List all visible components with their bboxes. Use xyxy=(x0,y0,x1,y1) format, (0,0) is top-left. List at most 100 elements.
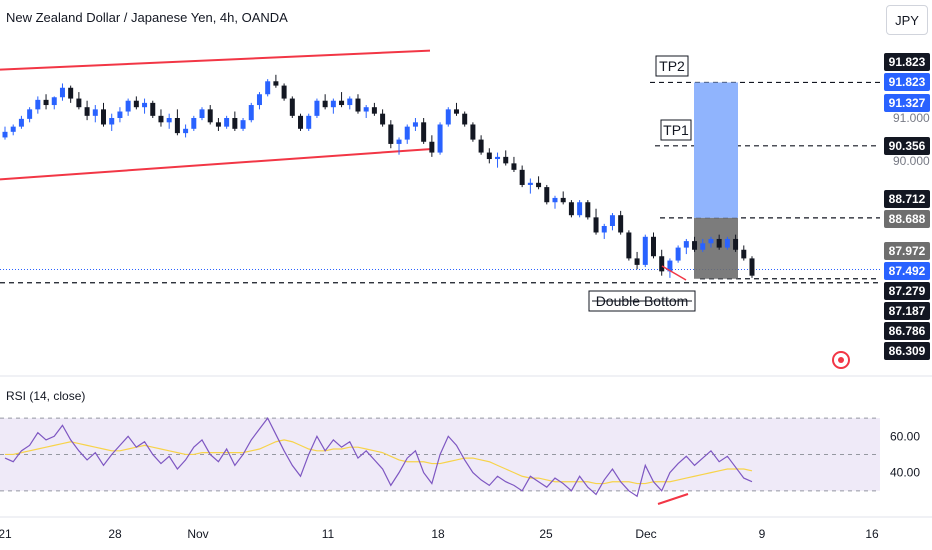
candle-body xyxy=(445,109,451,125)
candle-body xyxy=(298,115,304,129)
price-label: 87.492 xyxy=(889,264,926,278)
target-zone xyxy=(694,82,738,218)
time-tick: Dec xyxy=(635,527,656,541)
candle-body xyxy=(404,126,410,140)
price-label: 87.279 xyxy=(889,284,926,298)
candle-body xyxy=(749,258,755,276)
tp1-label: TP1 xyxy=(663,122,689,138)
rsi-tick: 40.00 xyxy=(890,466,920,480)
candle-body xyxy=(486,152,492,160)
price-label: 88.712 xyxy=(889,192,926,206)
candle-body xyxy=(577,202,583,216)
candle-body xyxy=(503,156,509,164)
price-label: 87.972 xyxy=(889,244,926,258)
price-label: 86.309 xyxy=(889,344,926,358)
candle-body xyxy=(191,118,197,129)
price-label-box xyxy=(884,342,930,360)
candle-body xyxy=(667,260,673,272)
candle-body xyxy=(708,238,714,244)
price-tick: 91.000 xyxy=(893,111,930,125)
candle-body xyxy=(339,100,345,106)
candle-body xyxy=(117,111,123,118)
candle-body xyxy=(18,118,24,127)
candle-body xyxy=(470,124,476,140)
candle-body xyxy=(536,182,542,188)
candle-body xyxy=(59,87,65,98)
price-label-box xyxy=(884,262,930,280)
time-tick: 9 xyxy=(759,527,766,541)
candle-body xyxy=(314,100,320,116)
candle-body xyxy=(733,238,739,250)
rsi-line xyxy=(4,416,753,498)
candle-body xyxy=(634,258,640,265)
candle-body xyxy=(380,113,386,125)
candle-body xyxy=(371,107,377,114)
candle-body xyxy=(281,85,287,99)
candle-body xyxy=(76,98,82,108)
candle-body xyxy=(256,94,262,106)
candle-body xyxy=(388,124,394,144)
price-label: 87.187 xyxy=(889,304,926,318)
channel-lower-line xyxy=(0,148,431,181)
candle-body xyxy=(232,118,238,129)
candle-body xyxy=(692,241,698,250)
price-label: 86.786 xyxy=(889,324,926,338)
candle-body xyxy=(347,98,353,106)
candle-body xyxy=(2,131,8,138)
candle-body xyxy=(133,100,139,108)
candle-body xyxy=(43,99,49,106)
price-label-box xyxy=(884,190,930,208)
currency-button[interactable]: JPY xyxy=(886,5,928,35)
time-tick: 18 xyxy=(431,527,445,541)
candle-body xyxy=(166,118,172,123)
candle-body xyxy=(724,238,730,248)
candle-body xyxy=(215,122,221,127)
price-label-box xyxy=(884,94,930,112)
candle-body xyxy=(92,109,98,116)
candle-body xyxy=(642,236,648,265)
price-label-box xyxy=(884,302,930,320)
candle-body xyxy=(511,163,517,170)
candle-body xyxy=(363,107,369,112)
price-label-box xyxy=(884,282,930,300)
candle-body xyxy=(207,109,213,123)
candle-body xyxy=(306,115,312,129)
price-label-box xyxy=(884,322,930,340)
candle-body xyxy=(609,215,615,226)
candle-body xyxy=(741,249,747,259)
rsi-title: RSI (14, close) xyxy=(6,389,86,403)
candle-body xyxy=(125,100,131,112)
price-label-box xyxy=(884,137,930,155)
candle-body xyxy=(453,109,459,114)
candle-body xyxy=(224,118,230,127)
candle-body xyxy=(568,202,574,216)
candle-body xyxy=(101,109,107,125)
time-tick: 25 xyxy=(539,527,553,541)
rsi-ma-line xyxy=(5,439,753,485)
candle-body xyxy=(495,156,501,160)
candle-body xyxy=(601,226,607,233)
target-icon[interactable] xyxy=(832,351,850,369)
price-label-box xyxy=(884,242,930,260)
tp1-box xyxy=(660,119,692,141)
candle-body xyxy=(527,182,533,185)
candle-body xyxy=(355,98,361,112)
candle-body xyxy=(585,202,591,218)
time-tick: 28 xyxy=(108,527,122,541)
candle-body xyxy=(544,187,550,203)
chart-title: New Zealand Dollar / Japanese Yen, 4h, O… xyxy=(6,10,288,25)
candle-body xyxy=(183,128,189,134)
price-label-box xyxy=(884,53,930,71)
candle-body xyxy=(330,100,336,108)
candle-body xyxy=(618,215,624,233)
candle-body xyxy=(437,124,443,153)
price-label: 91.823 xyxy=(889,55,926,69)
candle-body xyxy=(412,122,418,127)
candle-body xyxy=(552,197,558,203)
candle-body xyxy=(51,97,57,106)
candle-body xyxy=(675,247,681,261)
price-label: 90.356 xyxy=(889,139,926,153)
candle-body xyxy=(265,81,271,95)
time-tick: Nov xyxy=(187,527,208,541)
